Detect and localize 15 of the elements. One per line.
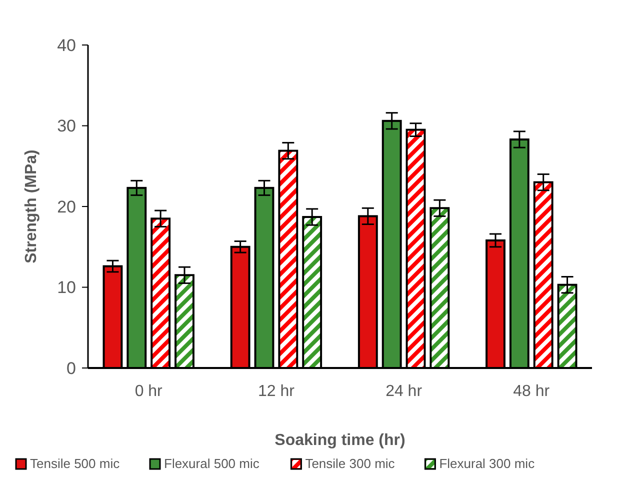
x-tick-label: 0 hr [134,383,164,400]
x-tick-label: 12 hr [258,383,296,400]
y-tick-label: 0 [66,358,76,378]
legend-label: Flexural 500 mic [164,456,260,471]
y-tick-label: 10 [57,278,76,298]
y-tick-label: 20 [57,197,76,216]
x-axis-title: Soaking time (hr) [274,432,406,449]
y-axis-title: Strength (MPa) [23,150,40,264]
legend-label: Tensile 300 mic [305,456,396,471]
y-tick-label: 30 [57,116,76,136]
legend-label: Flexural 300 mic [439,456,536,471]
y-tick-label: 40 [57,36,76,55]
x-tick-label: 24 hr [386,383,423,400]
legend-label: Tensile 500 mic [30,456,120,471]
x-tick-label: 48 hr [513,383,550,400]
